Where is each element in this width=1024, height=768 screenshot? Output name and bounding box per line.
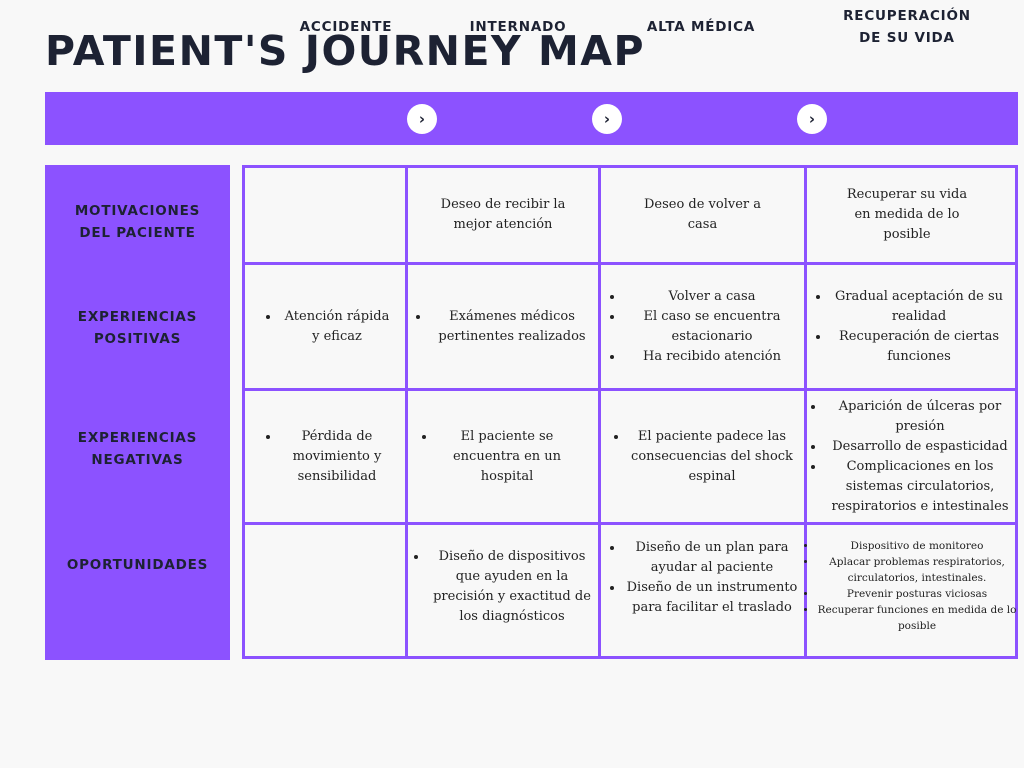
cell-positivas-accidente: Atención rápida y eficaz [262, 265, 394, 388]
list-item: Ha recibido atención [624, 347, 800, 367]
bullet-list: Pérdida de movimiento y sensibilidad [262, 427, 394, 487]
list-item: Desarrollo de espasticidad [825, 437, 1015, 457]
stage-header-bar [45, 92, 1018, 145]
chevron-right-icon: › [797, 104, 827, 134]
row-label-positivas: EXPERIENCIAS POSITIVAS [45, 298, 230, 358]
row-label-panel [45, 165, 230, 660]
stage-internado: INTERNADO [469, 18, 567, 35]
cell-motivaciones-alta: Deseo de volver a casa [601, 168, 804, 262]
list-item: Diseño de un instrumento para facilitar … [624, 578, 800, 618]
stage-recuperacion-line-2: DE SU VIDA [859, 29, 955, 46]
grid-divider [405, 165, 408, 659]
list-item: Aparición de úlceras por presión [825, 397, 1015, 437]
cell-oportunidades-internado: Diseño de dispositivos que ayuden en la … [410, 525, 596, 657]
bullet-list: Atención rápida y eficaz [262, 307, 394, 347]
list-item: Volver a casa [624, 287, 800, 307]
list-item: Atención rápida y eficaz [280, 307, 394, 347]
cell-positivas-alta: Volver a casa El caso se encuentra estac… [606, 265, 800, 388]
list-item: Diseño de un plan para ayudar al pacient… [624, 538, 800, 578]
bullet-list: Aparición de úlceras por presión Desarro… [807, 397, 1015, 517]
grid-divider [242, 388, 1018, 391]
page-title: PATIENT'S JOURNEY MAP [45, 27, 646, 75]
bullet-list: El paciente se encuentra en un hospital [418, 427, 578, 487]
stage-recuperacion: RECUPERACIÓN DE SU VIDA [832, 0, 982, 53]
stage-recuperacion-line-1: RECUPERACIÓN [843, 7, 971, 24]
cell-positivas-internado: Exámenes médicos pertinentes realizados [412, 265, 594, 388]
list-item: Aplacar problemas respiratorios, circula… [817, 554, 1017, 586]
bullet-list: Volver a casa El caso se encuentra estac… [606, 287, 800, 367]
row-label-line: DEL PACIENTE [79, 225, 196, 241]
row-label-line: OPORTUNIDADES [66, 557, 209, 573]
cell-text: Recuperar su vida [846, 187, 968, 202]
bullet-list: Diseño de dispositivos que ayuden en la … [410, 547, 596, 627]
list-item: Exámenes médicos pertinentes realizados [430, 307, 594, 347]
row-label-line: MOTIVACIONES [74, 203, 201, 219]
bullet-list: Exámenes médicos pertinentes realizados [412, 307, 594, 347]
list-item: Prevenir posturas viciosas [817, 586, 1017, 602]
cell-text: casa [687, 217, 718, 232]
list-item: Complicaciones en los sistemas circulato… [825, 457, 1015, 517]
row-label-line: EXPERIENCIAS [77, 309, 198, 325]
cell-negativas-internado: El paciente se encuentra en un hospital [418, 391, 578, 522]
bullet-list: Gradual aceptación de su realidad Recupe… [812, 287, 1008, 367]
list-item: Recuperar funciones en medida de lo posi… [817, 602, 1017, 634]
list-item: El caso se encuentra estacionario [624, 307, 800, 347]
list-item: El paciente se encuentra en un hospital [436, 427, 578, 487]
grid-divider [804, 165, 807, 659]
chevron-right-icon: › [592, 104, 622, 134]
cell-text: posible [883, 227, 931, 242]
row-label-motivaciones: MOTIVACIONES DEL PACIENTE [45, 192, 230, 252]
row-label-line: EXPERIENCIAS [77, 430, 198, 446]
row-label-line: NEGATIVAS [91, 452, 184, 468]
bullet-list: El paciente padece las consecuencias del… [610, 427, 796, 487]
journey-grid [242, 165, 1018, 659]
cell-motivaciones-internado: Deseo de recibir la mejor atención [408, 168, 598, 262]
row-label-oportunidades: OPORTUNIDADES [45, 545, 230, 585]
list-item: Pérdida de movimiento y sensibilidad [280, 427, 394, 487]
stage-alta-medica: ALTA MÉDICA [646, 18, 756, 35]
grid-divider [242, 522, 1018, 525]
row-label-negativas: EXPERIENCIAS NEGATIVAS [45, 419, 230, 479]
bullet-list: Diseño de un plan para ayudar al pacient… [606, 538, 800, 618]
chevron-right-icon: › [407, 104, 437, 134]
cell-motivaciones-recuperacion: Recuperar su vida en medida de lo posibl… [807, 168, 1007, 262]
list-item: Dispositivo de monitoreo [817, 538, 1017, 554]
cell-negativas-accidente: Pérdida de movimiento y sensibilidad [262, 391, 394, 522]
cell-oportunidades-alta: Diseño de un plan para ayudar al pacient… [606, 525, 800, 657]
list-item: Gradual aceptación de su realidad [830, 287, 1008, 327]
bullet-list: Dispositivo de monitoreo Aplacar problem… [807, 538, 1017, 634]
cell-text: en medida de lo [854, 207, 960, 222]
row-label-line: POSITIVAS [93, 331, 182, 347]
cell-text: mejor atención [453, 217, 553, 232]
grid-divider [242, 262, 1018, 265]
cell-negativas-alta: El paciente padece las consecuencias del… [610, 391, 796, 522]
grid-divider [598, 165, 601, 659]
list-item: Recuperación de ciertas funciones [830, 327, 1008, 367]
list-item: Diseño de dispositivos que ayuden en la … [428, 547, 596, 627]
cell-negativas-recuperacion: Aparición de úlceras por presión Desarro… [807, 391, 1015, 522]
stage-accidente: ACCIDENTE [299, 18, 393, 35]
cell-positivas-recuperacion: Gradual aceptación de su realidad Recupe… [812, 265, 1008, 388]
cell-text: Deseo de recibir la [440, 197, 566, 212]
cell-text: Deseo de volver a [643, 197, 762, 212]
list-item: El paciente padece las consecuencias del… [628, 427, 796, 487]
cell-oportunidades-recuperacion: Dispositivo de monitoreo Aplacar problem… [807, 525, 1017, 657]
